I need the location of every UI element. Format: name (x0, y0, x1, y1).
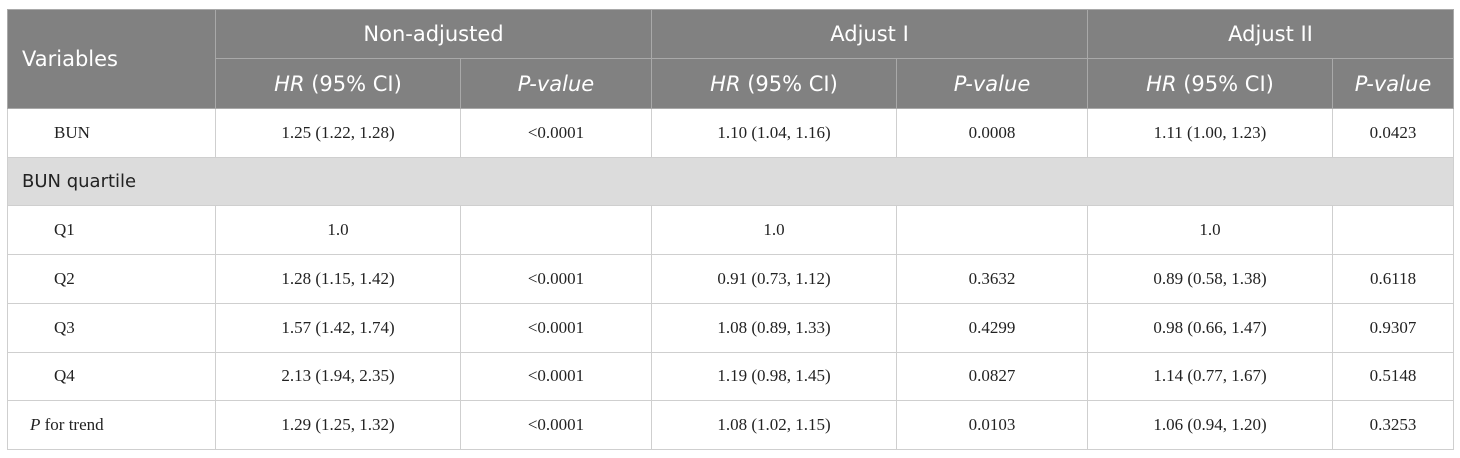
table-cell: 0.6118 (1332, 254, 1455, 304)
header-row-columns: HR (95% CI) P-value HR (95% CI) P-value … (8, 58, 1455, 109)
table-cell: 0.5148 (1332, 351, 1455, 402)
results-table: Variables Non-adjusted Adjust I Adjust I… (6, 9, 1455, 450)
table-cell: 1.08 (1.02, 1.15) (651, 400, 897, 450)
header-row-groups: Variables Non-adjusted Adjust I Adjust I… (7, 9, 1455, 109)
table-row-p-for-trend: P for trend 1.29 (1.25, 1.32) <0.0001 1.… (7, 400, 1455, 450)
group-header-adjust-1: Adjust I (650, 9, 1089, 59)
table-cell: 2.13 (1.94, 2.35) (215, 351, 461, 402)
hr-ci-header: HR (95% CI) (215, 58, 461, 109)
table-row-q1: Q1 1.0 1.0 1.0 (7, 205, 1455, 256)
group-header-adjust-2: Adjust II (1087, 9, 1455, 59)
table-row-q2: Q2 1.28 (1.15, 1.42) <0.0001 0.91 (0.73,… (7, 254, 1455, 304)
table-cell: 1.06 (0.94, 1.20) (1087, 400, 1334, 450)
table-cell (460, 205, 652, 256)
table-cell: 1.0 (651, 205, 897, 256)
section-label: BUN quartile (6, 156, 1455, 207)
table-cell: 1.29 (1.25, 1.32) (215, 400, 461, 450)
group-header-non-adjusted: Non-adjusted (215, 9, 652, 59)
row-label: Q4 (7, 351, 216, 402)
p-value-header: P-value (460, 58, 652, 109)
table-cell: 0.91 (0.73, 1.12) (651, 254, 897, 304)
row-label: P for trend (7, 400, 216, 450)
table-cell: 1.0 (215, 205, 461, 256)
table-cell: 0.89 (0.58, 1.38) (1087, 254, 1334, 304)
table-row-q3: Q3 1.57 (1.42, 1.74) <0.0001 1.08 (0.89,… (7, 302, 1455, 353)
table-cell: 1.0 (1087, 205, 1334, 256)
table-cell: 0.98 (0.66, 1.47) (1087, 302, 1334, 353)
p-value-header: P-value (1332, 58, 1455, 109)
table-cell: 0.4299 (895, 302, 1089, 353)
table-cell: 0.3253 (1332, 400, 1455, 450)
table-cell: 0.0103 (895, 400, 1089, 450)
hr-ci-header: HR (95% CI) (1087, 58, 1334, 109)
table-row-q4: Q4 2.13 (1.94, 2.35) <0.0001 1.19 (0.98,… (7, 351, 1455, 402)
table-cell: 1.08 (0.89, 1.33) (651, 302, 897, 353)
table-cell: 1.14 (0.77, 1.67) (1087, 351, 1334, 402)
row-label: Q3 (7, 302, 216, 353)
section-row-bun-quartile: BUN quartile (6, 156, 1455, 207)
table-cell: <0.0001 (460, 302, 652, 353)
hr-ci-header: HR (95% CI) (651, 58, 897, 109)
table-cell: <0.0001 (460, 108, 652, 158)
row-label: Q1 (7, 205, 216, 256)
table-cell: 1.19 (0.98, 1.45) (651, 351, 897, 402)
table-cell: 0.9307 (1332, 302, 1455, 353)
table-cell: <0.0001 (460, 351, 652, 402)
table-cell: 1.25 (1.22, 1.28) (215, 108, 461, 158)
table-row-bun: BUN 1.25 (1.22, 1.28) <0.0001 1.10 (1.04… (7, 108, 1455, 158)
table-cell: <0.0001 (460, 400, 652, 450)
table-cell: 0.0827 (895, 351, 1089, 402)
table-cell: 1.28 (1.15, 1.42) (215, 254, 461, 304)
table-cell: 1.10 (1.04, 1.16) (651, 108, 897, 158)
table-cell: 0.0423 (1332, 108, 1455, 158)
table-cell: 1.57 (1.42, 1.74) (215, 302, 461, 353)
table-cell: 0.0008 (895, 108, 1089, 158)
row-label: BUN (7, 108, 216, 158)
table-cell (895, 205, 1089, 256)
table-cell: <0.0001 (460, 254, 652, 304)
row-label: Q2 (7, 254, 216, 304)
table-cell (1332, 205, 1455, 256)
p-value-header: P-value (895, 58, 1089, 109)
table-cell: 1.11 (1.00, 1.23) (1087, 108, 1334, 158)
variables-header: Variables (7, 9, 216, 109)
table-cell: 0.3632 (895, 254, 1089, 304)
